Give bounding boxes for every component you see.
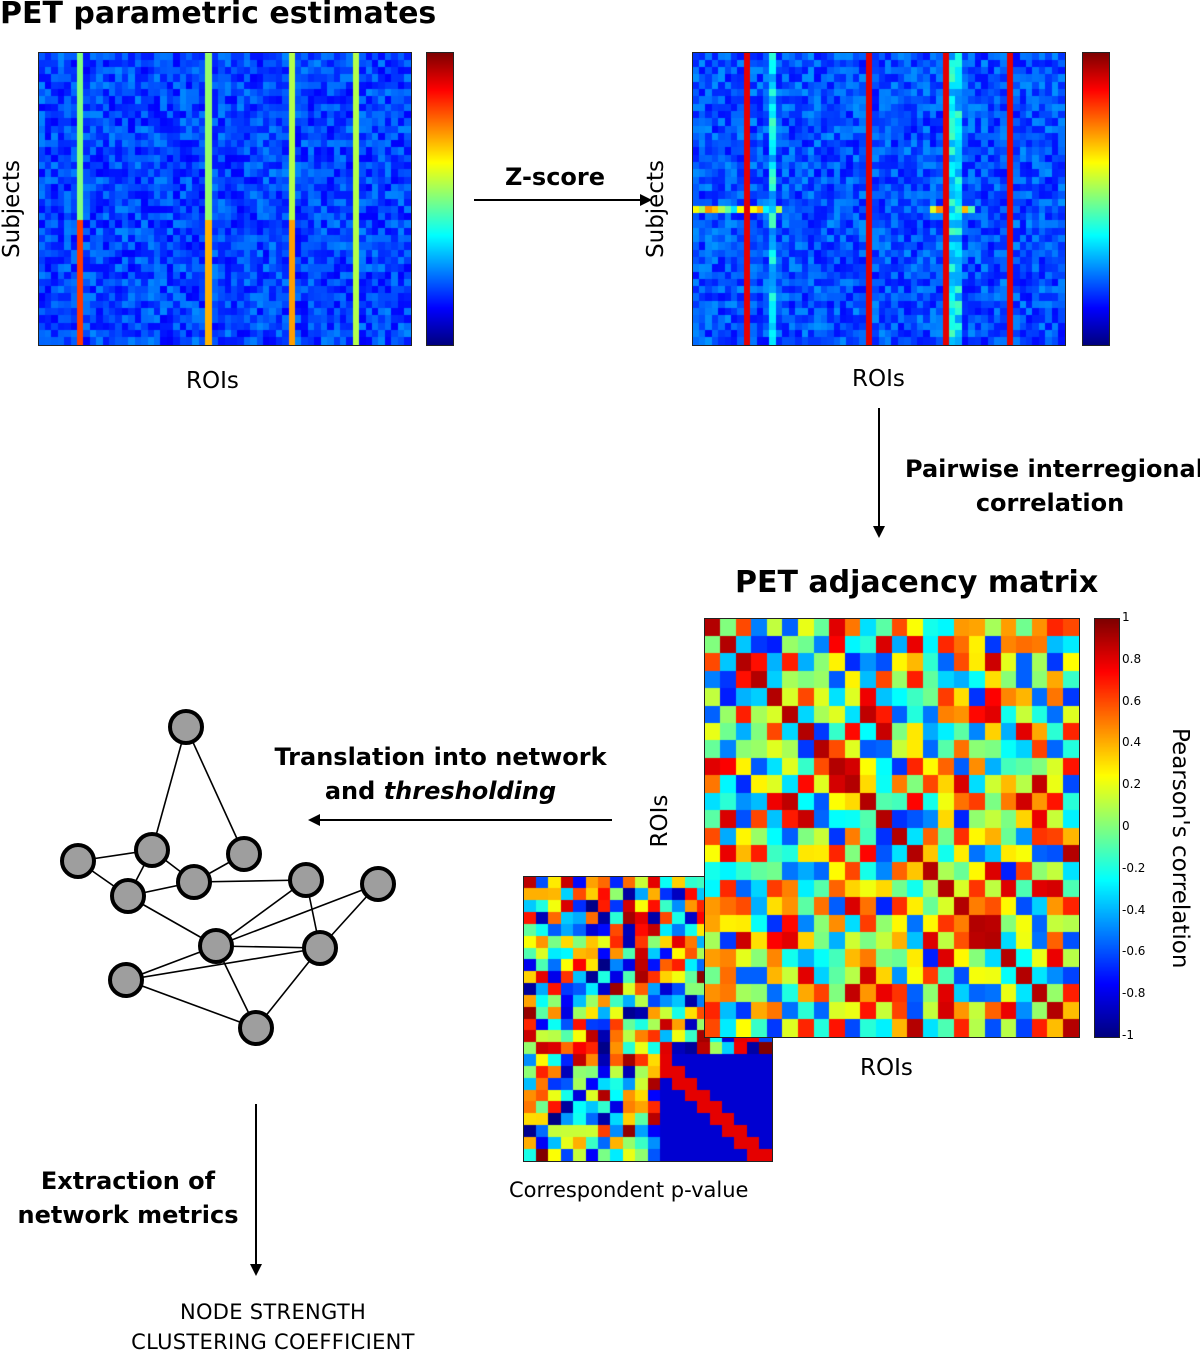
translation-label: Translation into network and thresholdin… [268,740,613,808]
adjacency-colorbar [1094,618,1120,1038]
colorbar-tick-label: 0.4 [1122,735,1142,750]
zscore-label: Z-score [504,163,606,191]
metric-clustering-coefficient: CLUSTERING COEFFICIENT [131,1330,415,1354]
network-node [288,862,324,898]
network-node [108,962,144,998]
colorbar-tick-label: -1 [1122,1028,1134,1042]
translation-label-line2: and thresholding [268,774,613,808]
network-node [226,836,262,872]
network-node [238,1010,274,1046]
adjacency-colorbar-label: Pearson's correlation [1167,728,1193,969]
correlation-arrow [873,408,885,538]
colorbar-tick-label: 0.6 [1122,693,1142,708]
adjacency-title: PET adjacency matrix [735,565,1099,600]
network-node [302,930,338,966]
panel1-xlabel: ROIs [186,368,239,394]
colorbar-tick-label: 0.2 [1122,777,1142,792]
translation-arrow [308,814,612,826]
panel2-ylabel: Subjects [643,160,669,258]
network-node [198,928,234,964]
translation-label-prefix: and [324,777,384,805]
panel1-ylabel: Subjects [0,160,25,258]
extraction-label: Extraction of network metrics [12,1164,244,1232]
network-node [168,709,204,745]
network-node [176,864,212,900]
network-metrics: NODE STRENGTH CLUSTERING COEFFICIENT [118,1297,428,1357]
colorbar-tick-label: 0.8 [1122,651,1142,666]
adjacency-colorbar-ticks: 1 0.8 0.6 0.4 0.2 0 -0.2 -0.4 -0.6 -0.8 -1 [1122,610,1162,1042]
adjacency-xlabel: ROIs [860,1055,913,1081]
colorbar-tick-label: -0.6 [1122,944,1146,959]
extraction-label-line2: network metrics [17,1201,239,1229]
zscore-heatmap [692,52,1066,346]
extraction-label-line1: Extraction of [40,1167,216,1195]
zscore-colorbar [1082,52,1110,346]
colorbar-tick-label: -0.2 [1122,860,1146,875]
translation-label-italic: thresholding [383,777,557,805]
correlation-label-line1: Pairwise interregional [905,455,1200,483]
colorbar-tick-label: 0 [1122,819,1130,833]
panel2-xlabel: ROIs [852,366,905,392]
zscore-arrow [474,194,652,206]
colorbar-tick-label: -0.8 [1122,986,1146,1001]
network-graph [60,709,396,1046]
colorbar-tick-label: -0.4 [1122,902,1146,917]
adjacency-matrix [704,618,1080,1038]
parametric-estimates-heatmap [38,52,412,346]
extraction-arrow [250,1104,262,1276]
correlation-label-line2: correlation [975,489,1125,517]
translation-label-line1: Translation into network [274,743,607,771]
metric-node-strength: NODE STRENGTH [179,1300,367,1324]
network-node [360,866,396,902]
network-node [134,832,170,868]
panel1-title: PET parametric estimates [0,0,437,31]
parametric-estimates-colorbar [426,52,454,346]
colorbar-tick-label: 1 [1122,610,1130,624]
adjacency-ylabel: ROIs [647,794,673,848]
network-node [110,878,146,914]
p-value-caption: Correspondent p-value [509,1178,749,1202]
correlation-label: Pairwise interregional correlation [905,452,1200,520]
network-node [60,843,96,879]
